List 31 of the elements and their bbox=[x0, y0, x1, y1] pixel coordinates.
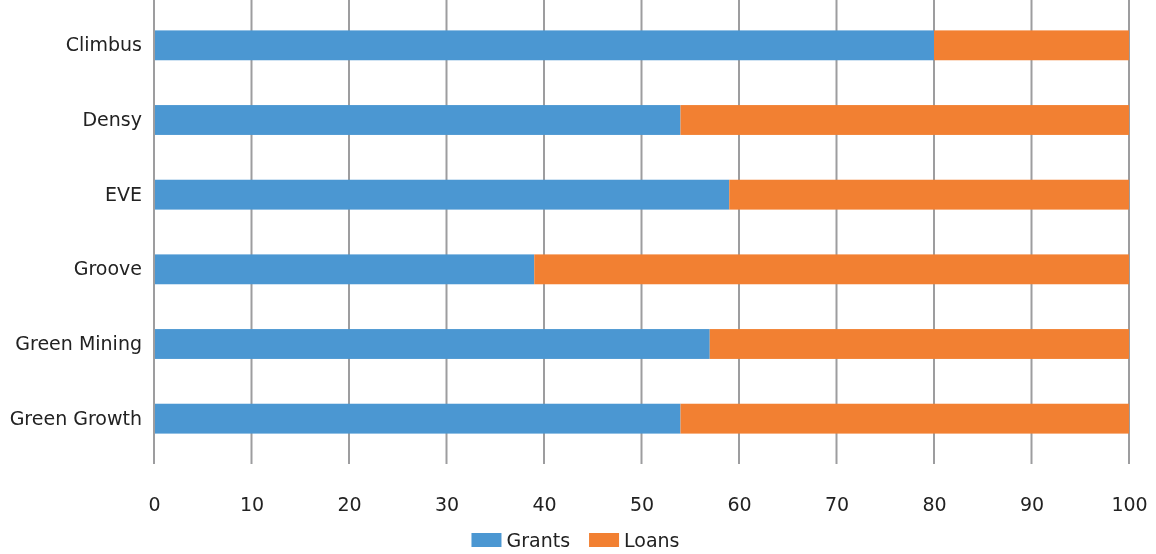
bar bbox=[534, 254, 1129, 285]
y-tick-label: Green Growth bbox=[9, 406, 142, 429]
x-tick-label: 10 bbox=[239, 493, 265, 516]
x-tick-label: 60 bbox=[727, 493, 752, 516]
bar bbox=[154, 179, 730, 210]
x-tick-label: 30 bbox=[434, 493, 460, 516]
bar bbox=[154, 254, 535, 285]
legend-label: Grants bbox=[506, 528, 571, 551]
bar bbox=[709, 329, 1129, 359]
legend-label: Loans bbox=[624, 528, 680, 551]
y-tick-label: Climbus bbox=[65, 33, 142, 56]
x-tick-label: 0 bbox=[148, 493, 161, 516]
x-tick-label: 100 bbox=[1111, 493, 1148, 516]
bar bbox=[154, 105, 681, 135]
x-tick-label: 80 bbox=[922, 493, 947, 516]
y-tick-label: Groove bbox=[73, 257, 142, 280]
bar bbox=[154, 30, 934, 61]
bar bbox=[934, 30, 1129, 61]
bar bbox=[154, 403, 681, 434]
x-tick-label: 70 bbox=[824, 493, 850, 516]
bar bbox=[154, 329, 710, 359]
y-tick-label: Densy bbox=[82, 108, 142, 131]
y-tick-label: EVE bbox=[104, 182, 142, 205]
x-tick-label: 40 bbox=[532, 493, 557, 516]
x-tick-label: 50 bbox=[629, 493, 655, 516]
bar bbox=[680, 403, 1129, 434]
bar bbox=[729, 179, 1129, 210]
bar bbox=[680, 105, 1129, 135]
y-tick-label: Green Mining bbox=[15, 332, 142, 355]
x-tick-label: 20 bbox=[337, 493, 362, 516]
x-tick-label: 90 bbox=[1019, 493, 1045, 516]
